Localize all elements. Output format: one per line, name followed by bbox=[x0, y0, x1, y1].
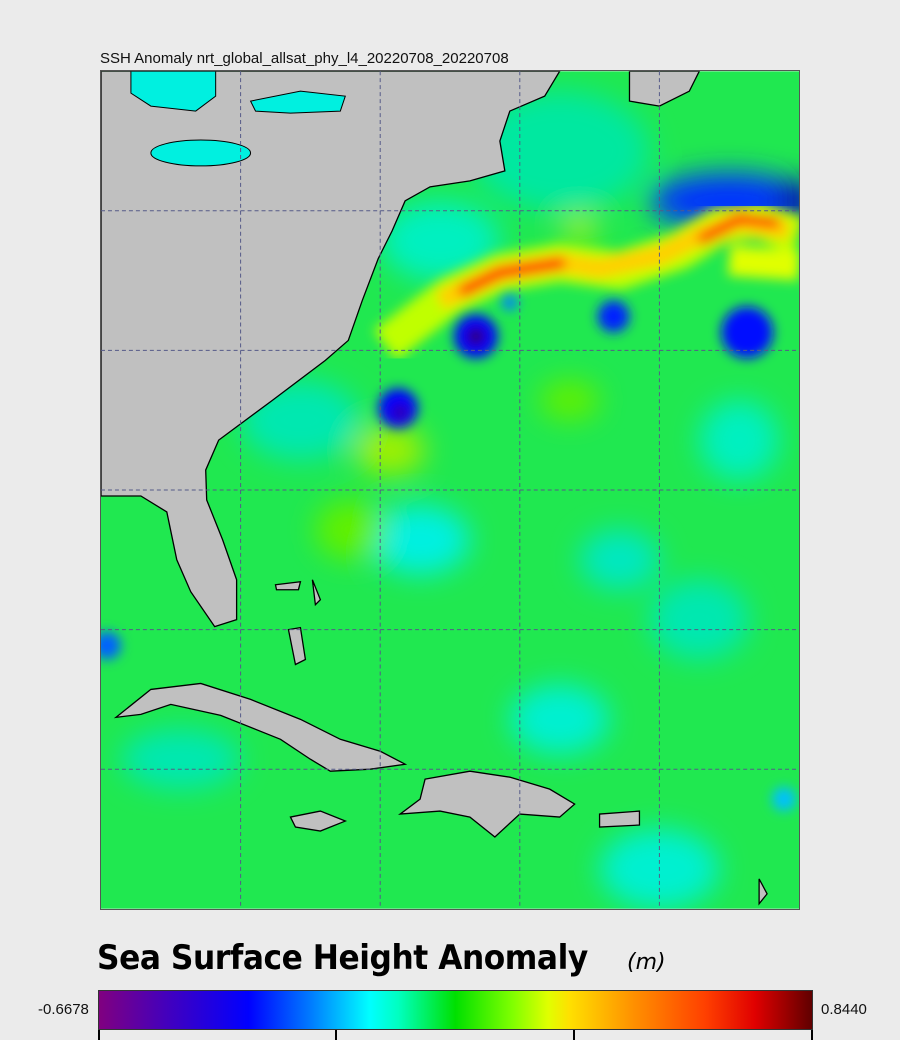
jamaica bbox=[289, 810, 348, 832]
colorbar-tick bbox=[98, 1030, 100, 1040]
lakes bbox=[130, 71, 346, 167]
colorbar-title: Sea Surface Height Anomaly bbox=[97, 938, 588, 978]
colorbar-tick bbox=[573, 1030, 575, 1040]
colorbar-tick bbox=[811, 1030, 813, 1040]
ssh-anomaly-map[interactable] bbox=[100, 70, 800, 910]
puerto-rico bbox=[598, 810, 641, 828]
graticule bbox=[101, 71, 799, 909]
anomaly-field bbox=[120, 91, 799, 909]
cuba bbox=[113, 682, 408, 772]
bahamas bbox=[274, 579, 768, 906]
nova-scotia bbox=[628, 71, 701, 107]
colorbar-unit: (m) bbox=[627, 950, 666, 975]
colorbar bbox=[98, 990, 813, 1030]
colorbar-max-label: 0.8440 bbox=[821, 1001, 867, 1018]
colorbar-tick bbox=[335, 1030, 337, 1040]
gulf-stream bbox=[373, 201, 799, 361]
colorbar-min-label: -0.6678 bbox=[38, 1001, 89, 1018]
land bbox=[101, 71, 768, 906]
map-title: SSH Anomaly nrt_global_allsat_phy_l4_202… bbox=[100, 50, 509, 67]
north-america-land bbox=[101, 71, 561, 628]
eddies bbox=[101, 294, 797, 812]
